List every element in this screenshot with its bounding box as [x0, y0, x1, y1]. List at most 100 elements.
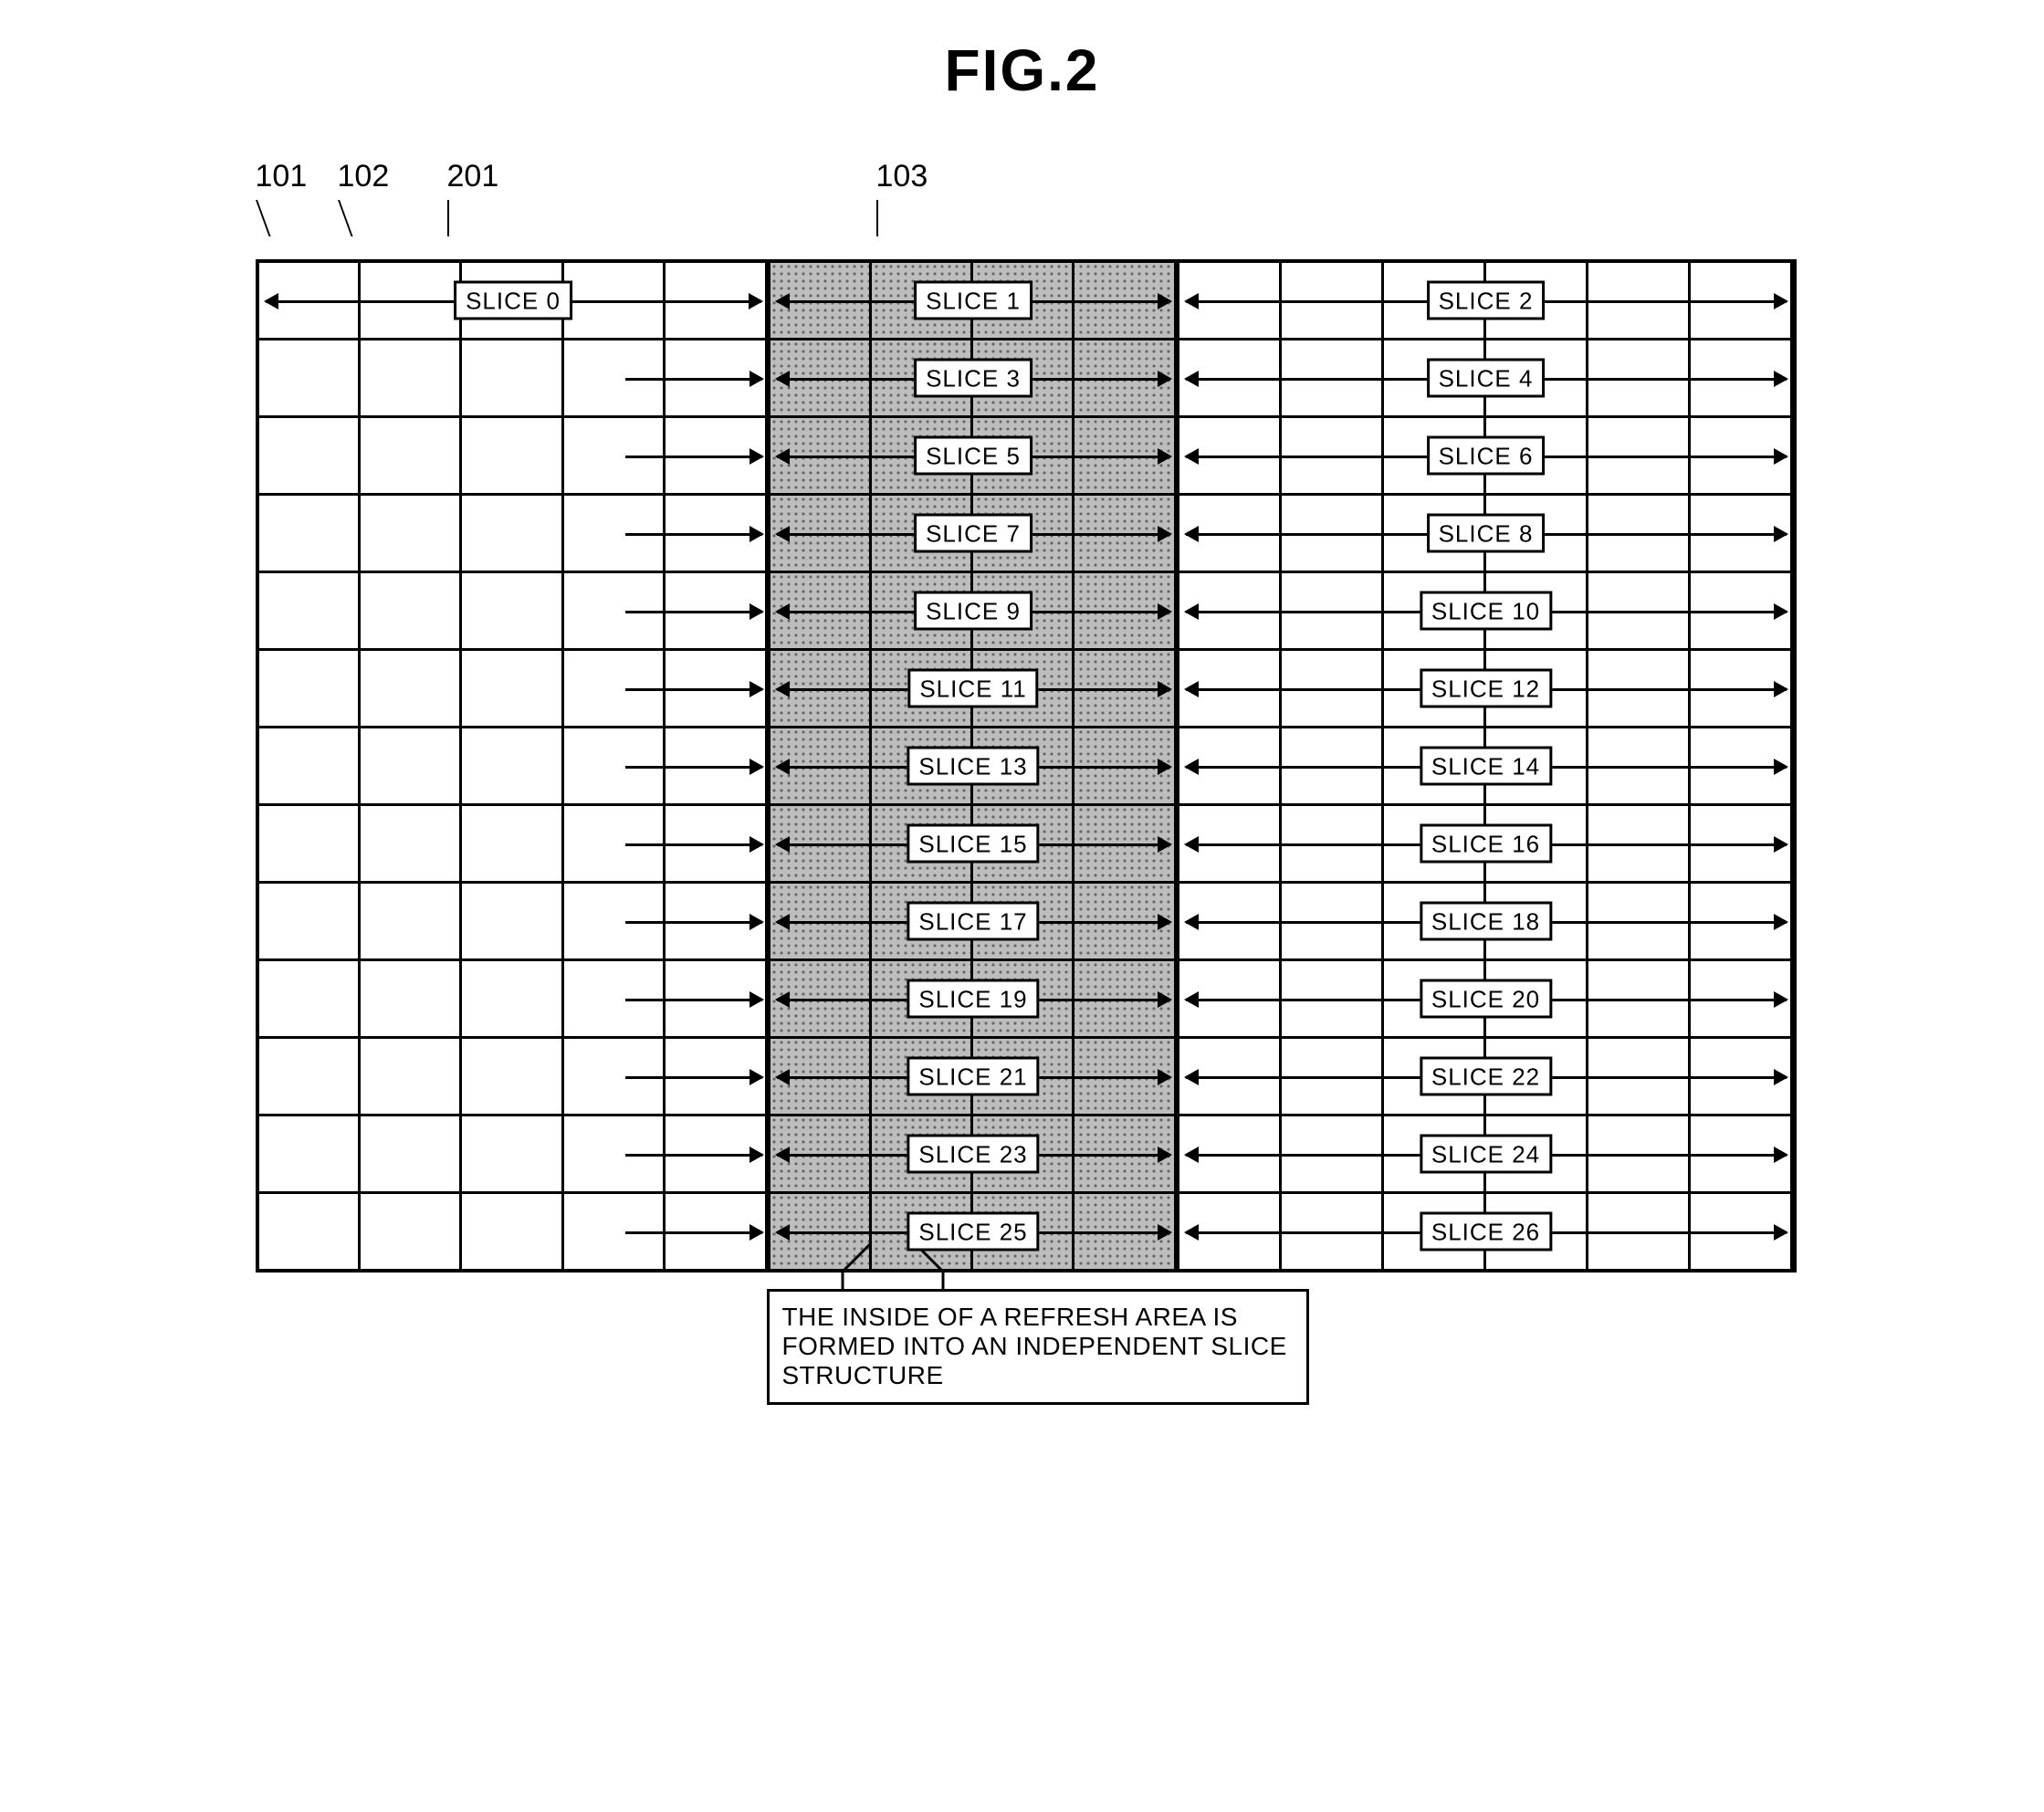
slice-label: SLICE 19: [907, 979, 1039, 1019]
grid-row: SLICE 9SLICE 10: [259, 573, 1793, 651]
slice-label: SLICE 4: [1427, 359, 1546, 398]
arrow-right: [625, 688, 762, 691]
slice-label: SLICE 23: [907, 1135, 1039, 1174]
macroblock-cell: [259, 806, 361, 881]
figure: FIG.2 101 102 201 103 SLICE 0SLICE 1SLIC…: [219, 37, 1826, 1405]
grid-row: SLICE 25 SLICE 26: [259, 1194, 1793, 1269]
macroblock-cell: [361, 1116, 462, 1191]
arrow-right: [625, 533, 762, 536]
macroblock-cell: [462, 884, 563, 958]
macroblock-cell: [361, 496, 462, 571]
col-group-left: [259, 806, 770, 881]
slice-label: SLICE 7: [914, 514, 1032, 553]
slice-label: SLICE 16: [1420, 824, 1552, 864]
col-group-left: [259, 961, 770, 1036]
callout-label: 201: [447, 159, 499, 194]
col-group-right: SLICE 4: [1179, 340, 1793, 415]
macroblock-cell: [462, 651, 563, 726]
slice-label: SLICE 17: [907, 902, 1039, 941]
slice-label: SLICE 2: [1427, 281, 1546, 320]
callout-label: 101: [256, 159, 308, 194]
macroblock-cell: [259, 573, 361, 648]
leader-line: [338, 200, 353, 236]
macroblock-cell: [361, 1039, 462, 1114]
leader-line: [876, 200, 878, 236]
macroblock-cell: [259, 418, 361, 493]
macroblock-cell: [259, 340, 361, 415]
callout-103: 103: [876, 159, 928, 236]
slice-label: SLICE 20: [1420, 979, 1552, 1019]
col-group-left: [259, 1194, 770, 1269]
note-leader-icon: [843, 1244, 952, 1298]
col-group-right: SLICE 24: [1179, 1116, 1793, 1191]
col-group-right: SLICE 22: [1179, 1039, 1793, 1114]
macroblock-cell: [361, 340, 462, 415]
arrow-right: [625, 921, 762, 924]
macroblock-cell: [462, 1039, 563, 1114]
col-group-left: [259, 573, 770, 648]
col-group-left: SLICE 0: [259, 263, 770, 338]
col-group-left: [259, 1116, 770, 1191]
col-group-refresh: SLICE 3: [770, 340, 1179, 415]
grid-row: SLICE 17 SLICE 18: [259, 884, 1793, 961]
slice-label: SLICE 21: [907, 1057, 1039, 1096]
col-group-refresh: SLICE 13: [770, 728, 1179, 803]
macroblock-cell: [361, 961, 462, 1036]
arrow-right: [625, 378, 762, 381]
slice-label: SLICE 11: [907, 669, 1038, 708]
slice-label: SLICE 15: [907, 824, 1039, 864]
col-group-left: [259, 651, 770, 726]
col-group-refresh: SLICE 19: [770, 961, 1179, 1036]
macroblock-cell: [259, 884, 361, 958]
col-group-refresh: SLICE 5: [770, 418, 1179, 493]
slice-label: SLICE 9: [914, 592, 1032, 631]
macroblock-cell: [259, 496, 361, 571]
col-group-left: [259, 496, 770, 571]
slice-grid: SLICE 0SLICE 1SLICE 2SLICE 3SLICE 4SLICE…: [256, 259, 1797, 1273]
col-group-right: SLICE 18: [1179, 884, 1793, 958]
col-group-left: [259, 340, 770, 415]
col-group-left: [259, 1039, 770, 1114]
grid-row: SLICE 21 SLICE 22: [259, 1039, 1793, 1116]
callout-101: 101: [256, 159, 308, 236]
slice-label: SLICE 3: [914, 359, 1032, 398]
leader-line: [256, 200, 271, 236]
macroblock-cell: [361, 884, 462, 958]
col-group-left: [259, 728, 770, 803]
grid-row: SLICE 3 SLICE 4: [259, 340, 1793, 418]
col-group-refresh: SLICE 21: [770, 1039, 1179, 1114]
slice-label: SLICE 25: [907, 1212, 1039, 1252]
col-group-right: SLICE 12: [1179, 651, 1793, 726]
grid-row: SLICE 7 SLICE 8: [259, 496, 1793, 573]
callout-102: 102: [338, 159, 390, 236]
arrow-right: [625, 1154, 762, 1157]
col-group-refresh: SLICE 7: [770, 496, 1179, 571]
col-group-refresh: SLICE 9: [770, 573, 1179, 648]
grid-row: SLICE 13 SLICE 14: [259, 728, 1793, 806]
macroblock-cell: [361, 573, 462, 648]
col-group-right: SLICE 6: [1179, 418, 1793, 493]
arrow-right: [625, 843, 762, 846]
note-box: THE INSIDE OF A REFRESH AREA IS FORMED I…: [767, 1289, 1309, 1405]
macroblock-cell: [259, 1116, 361, 1191]
col-group-refresh: SLICE 25: [770, 1194, 1179, 1269]
macroblock-cell: [462, 573, 563, 648]
col-group-right: SLICE 26: [1179, 1194, 1793, 1269]
grid-row: SLICE 15 SLICE 16: [259, 806, 1793, 884]
slice-label: SLICE 13: [907, 747, 1039, 786]
slice-label: SLICE 6: [1427, 436, 1546, 476]
slice-label: SLICE 14: [1420, 747, 1552, 786]
slice-label: SLICE 24: [1420, 1135, 1552, 1174]
grid-row: SLICE 23 SLICE 24: [259, 1116, 1793, 1194]
macroblock-cell: [361, 728, 462, 803]
slice-label: SLICE 8: [1427, 514, 1546, 553]
slice-label: SLICE 18: [1420, 902, 1552, 941]
callout-201: 201: [447, 159, 499, 236]
slice-label: SLICE 1: [914, 281, 1032, 320]
callouts: 101 102 201 103: [256, 159, 1826, 259]
macroblock-cell: [259, 728, 361, 803]
slice-label: SLICE 26: [1420, 1212, 1552, 1252]
macroblock-cell: [462, 496, 563, 571]
macroblock-cell: [259, 1039, 361, 1114]
col-group-refresh: SLICE 1: [770, 263, 1179, 338]
